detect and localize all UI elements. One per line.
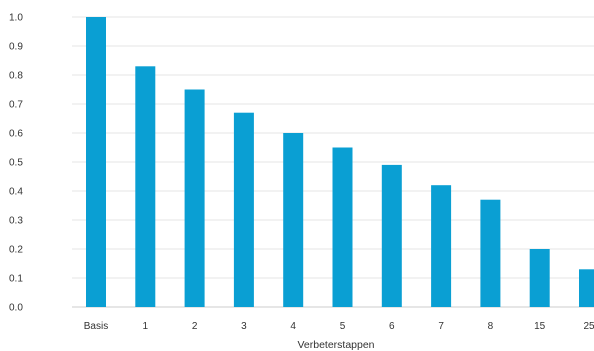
y-tick-label: 0.9 [9, 42, 23, 53]
y-tick-label: 1.0 [9, 13, 23, 24]
x-tick-label: 15 [534, 321, 546, 332]
bar-7 [431, 185, 452, 307]
y-tick-label: 0.3 [9, 216, 23, 227]
bar-2 [184, 89, 205, 307]
bars [86, 17, 594, 307]
y-tick-label: 0.5 [9, 158, 23, 169]
bar-6 [381, 164, 402, 307]
y-tick-label: 0.8 [9, 71, 23, 82]
x-tick-label: 4 [290, 321, 296, 332]
bar-basis [86, 17, 106, 307]
x-tick-label: 6 [389, 321, 395, 332]
x-tick-label: 5 [340, 321, 346, 332]
x-tick-label: 3 [241, 321, 247, 332]
x-axis-title: Verbeterstappen [297, 339, 374, 351]
x-tick-label: 8 [488, 321, 494, 332]
bar-25 [579, 269, 594, 307]
y-tick-label: 0.4 [9, 187, 23, 198]
bar-15 [529, 249, 550, 307]
y-tick-label: 0.1 [9, 274, 23, 285]
y-tick-label: 0.6 [9, 129, 23, 140]
x-tick-label: 25 [583, 321, 594, 332]
x-tick-label: 7 [438, 321, 444, 332]
bar-8 [480, 199, 501, 307]
bar-4 [283, 133, 304, 307]
y-tick-label: 0.2 [9, 245, 23, 256]
x-tick-label: 2 [192, 321, 198, 332]
x-tick-label: 1 [143, 321, 149, 332]
bar-1 [135, 66, 156, 307]
y-axis-tick-labels: 0.0 0.1 0.2 0.3 0.4 0.5 0.6 0.7 0.8 0.9 1.0 [9, 13, 23, 314]
bar-3 [233, 112, 254, 307]
x-tick-label: Basis [84, 321, 108, 332]
y-tick-label: 0.7 [9, 100, 23, 111]
x-axis-tick-labels: Basis 1 2 3 4 5 6 7 8 15 25 [84, 321, 594, 332]
y-tick-label: 0.0 [9, 303, 23, 314]
bar-5 [332, 147, 353, 307]
